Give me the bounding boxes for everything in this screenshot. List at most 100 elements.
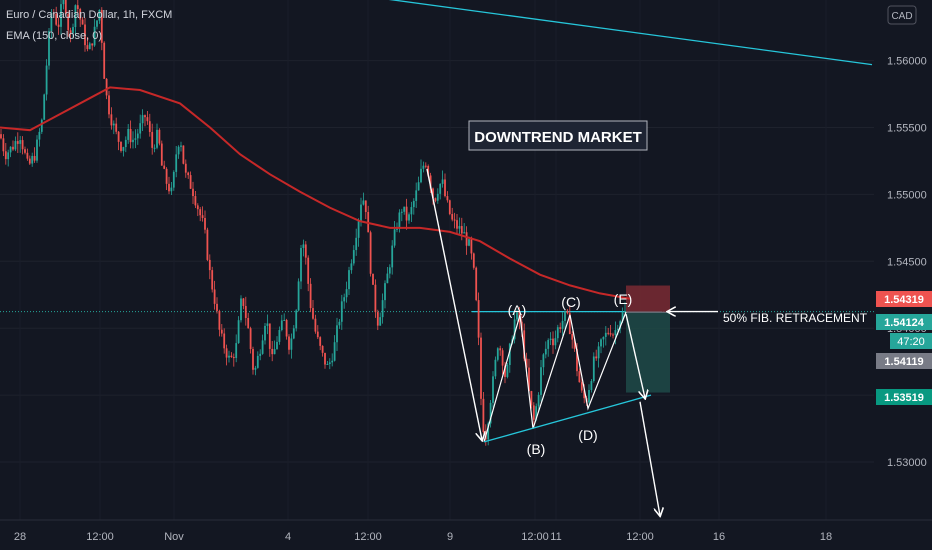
candle-body[interactable]	[199, 209, 202, 216]
stop-loss-zone[interactable]	[626, 285, 670, 313]
candle-body[interactable]	[235, 343, 238, 358]
downtrend-banner[interactable]: DOWNTREND MARKET	[468, 120, 648, 151]
candle-body[interactable]	[283, 319, 286, 321]
candle-body[interactable]	[576, 348, 578, 372]
candle-body[interactable]	[84, 24, 86, 46]
candle-body[interactable]	[600, 339, 602, 347]
candle-body[interactable]	[110, 114, 113, 126]
candle-body[interactable]	[530, 391, 533, 406]
candle-body[interactable]	[453, 219, 456, 221]
candle-body[interactable]	[237, 320, 240, 344]
candle-body[interactable]	[405, 206, 408, 221]
candle-body[interactable]	[552, 338, 554, 346]
candle-body[interactable]	[547, 340, 550, 349]
entry-drop-arrow[interactable]	[625, 313, 645, 398]
candle-body[interactable]	[564, 310, 566, 321]
candle-body[interactable]	[326, 363, 329, 365]
candle-body[interactable]	[74, 5, 77, 28]
candle-body[interactable]	[225, 348, 228, 358]
candle-body[interactable]	[100, 9, 103, 43]
candle-body[interactable]	[446, 196, 449, 201]
candle-body[interactable]	[153, 147, 156, 149]
candle-body[interactable]	[252, 348, 254, 370]
candle-body[interactable]	[108, 95, 110, 115]
candle-body[interactable]	[98, 9, 101, 21]
candle-body[interactable]	[172, 171, 175, 188]
candle-body[interactable]	[492, 376, 494, 403]
candle-body[interactable]	[410, 207, 413, 215]
candle-body[interactable]	[444, 179, 446, 197]
candle-body[interactable]	[556, 327, 559, 339]
candle-body[interactable]	[57, 24, 60, 27]
candle-body[interactable]	[360, 204, 362, 221]
candle-body[interactable]	[189, 175, 192, 189]
candle-body[interactable]	[451, 214, 454, 220]
candle-body[interactable]	[614, 330, 617, 336]
candle-body[interactable]	[604, 332, 607, 337]
candle-body[interactable]	[588, 389, 590, 403]
candle-body[interactable]	[228, 355, 230, 358]
impulse-down-arrow[interactable]	[426, 168, 482, 440]
candle-body[interactable]	[415, 190, 418, 201]
candle-body[interactable]	[542, 354, 545, 368]
time-axis[interactable]: 28 12:00 Nov 4 12:00 9 12:00 11 12:00 16 18	[0, 519, 932, 550]
candle-body[interactable]	[127, 128, 130, 140]
candle-body[interactable]	[456, 220, 458, 229]
candle-body[interactable]	[112, 123, 115, 126]
candle-body[interactable]	[362, 200, 365, 205]
candle-body[interactable]	[355, 237, 358, 251]
candle-body[interactable]	[266, 323, 269, 326]
candle-body[interactable]	[146, 117, 149, 122]
candle-body[interactable]	[352, 250, 355, 264]
candle-body[interactable]	[597, 346, 600, 359]
candle-body[interactable]	[384, 283, 386, 301]
candle-body[interactable]	[391, 245, 394, 268]
candle-body[interactable]	[607, 332, 610, 334]
candle-body[interactable]	[439, 183, 442, 194]
candle-body[interactable]	[578, 371, 581, 383]
projection-arrow[interactable]	[639, 401, 660, 516]
candle-body[interactable]	[16, 141, 19, 144]
candle-body[interactable]	[132, 139, 134, 143]
candle-body[interactable]	[307, 257, 310, 284]
candle-body[interactable]	[177, 146, 180, 155]
candle-body[interactable]	[69, 30, 72, 34]
candle-body[interactable]	[501, 350, 504, 366]
candle-body[interactable]	[21, 140, 24, 150]
candle-body[interactable]	[276, 341, 278, 350]
candle-body[interactable]	[55, 13, 58, 25]
candle-body[interactable]	[427, 165, 430, 176]
candle-body[interactable]	[288, 336, 290, 350]
candle-body[interactable]	[369, 232, 372, 274]
candle-body[interactable]	[573, 339, 576, 349]
candle-body[interactable]	[134, 138, 137, 140]
candle-body[interactable]	[336, 325, 338, 343]
triangle-lower-line[interactable]	[483, 394, 652, 443]
candle-body[interactable]	[24, 149, 26, 153]
candle-body[interactable]	[268, 323, 271, 349]
candle-body[interactable]	[590, 381, 593, 390]
candle-body[interactable]	[26, 152, 29, 159]
candle-body[interactable]	[420, 168, 422, 183]
candle-body[interactable]	[616, 328, 619, 331]
candle-body[interactable]	[372, 273, 374, 285]
candle-body[interactable]	[535, 406, 538, 420]
candle-body[interactable]	[4, 151, 7, 160]
candle-body[interactable]	[38, 131, 41, 140]
trendline-layer[interactable]	[0, 0, 873, 66]
candle-body[interactable]	[340, 301, 343, 322]
candle-body[interactable]	[561, 320, 564, 329]
candle-body[interactable]	[292, 328, 295, 339]
candle-body[interactable]	[309, 283, 312, 309]
candle-body[interactable]	[345, 289, 348, 298]
candle-body[interactable]	[19, 140, 22, 144]
candle-body[interactable]	[213, 289, 216, 304]
candle-body[interactable]	[499, 348, 502, 351]
candle-body[interactable]	[105, 78, 108, 96]
candle-body[interactable]	[33, 155, 36, 161]
candle-body[interactable]	[393, 229, 396, 246]
candle-body[interactable]	[496, 348, 499, 360]
candle-body[interactable]	[448, 200, 451, 215]
candle-body[interactable]	[612, 334, 614, 336]
candle-body[interactable]	[48, 31, 50, 66]
